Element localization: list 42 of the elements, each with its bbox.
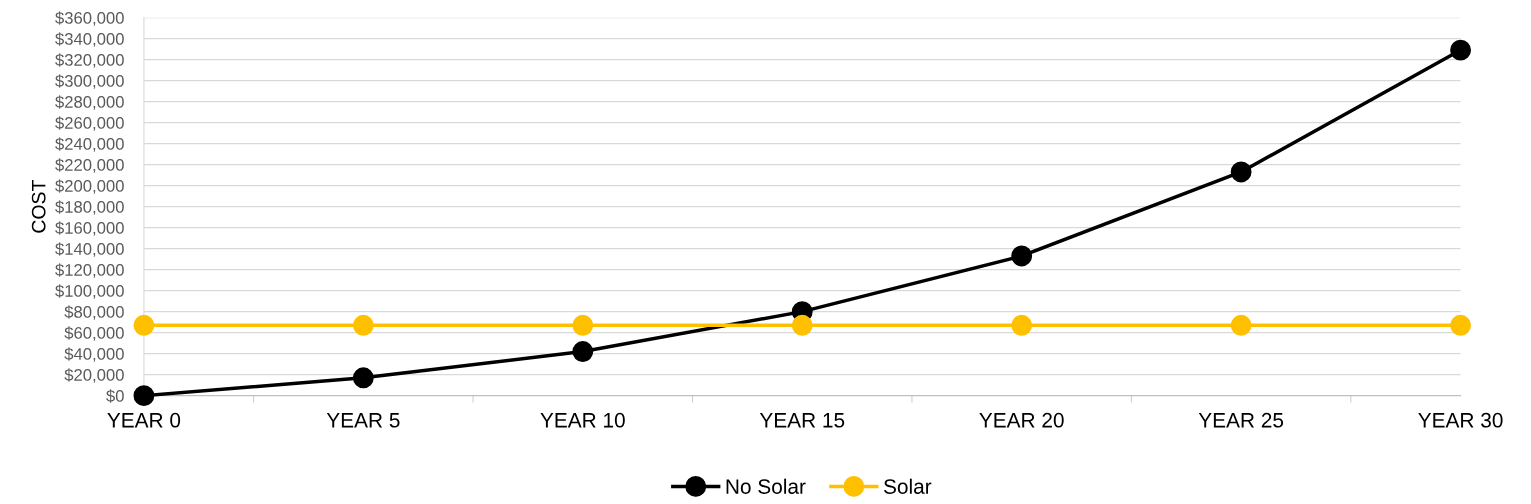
y-tick-label: $360,000 <box>55 11 124 26</box>
y-tick-label: $40,000 <box>64 347 124 362</box>
y-tick-label: $300,000 <box>55 74 124 89</box>
y-tick-label: $20,000 <box>64 368 124 383</box>
y-axis-title: COST <box>31 180 46 233</box>
x-tick-label: YEAR 0 <box>107 412 181 428</box>
y-tick-label: $220,000 <box>55 158 124 173</box>
x-tick-label: YEAR 30 <box>1418 412 1503 428</box>
x-tick-label: YEAR 20 <box>979 412 1064 428</box>
y-tick-label: $260,000 <box>55 116 124 131</box>
x-tick-label: YEAR 10 <box>540 412 625 428</box>
y-tick-label: $340,000 <box>55 32 124 47</box>
y-tick-label: $200,000 <box>55 179 124 194</box>
y-tick-label: $60,000 <box>64 326 124 341</box>
point <box>352 367 374 389</box>
point <box>572 341 594 362</box>
point <box>352 314 374 336</box>
y-tick-label: $140,000 <box>55 242 124 257</box>
point <box>1230 314 1252 336</box>
y-tick-label: $0 <box>106 389 124 403</box>
legend-label: No Solar <box>726 478 806 494</box>
y-tick-label: $320,000 <box>55 53 124 68</box>
point <box>791 314 813 336</box>
x-tick-label: YEAR 25 <box>1198 412 1284 428</box>
point <box>1450 39 1471 61</box>
point <box>1011 314 1033 336</box>
y-tick-label: $100,000 <box>55 284 124 299</box>
point <box>133 385 155 407</box>
y-tick-label: $80,000 <box>64 305 124 320</box>
x-tick-label: YEAR 5 <box>326 413 400 428</box>
y-tick-label: $180,000 <box>55 200 124 215</box>
y-tick-label: $160,000 <box>55 221 124 236</box>
point <box>1450 314 1471 336</box>
point <box>133 314 155 336</box>
y-tick-label: $240,000 <box>55 137 124 152</box>
legend-label: Solar <box>883 478 932 494</box>
y-tick-label: $280,000 <box>55 95 124 110</box>
point <box>1011 245 1033 267</box>
point <box>572 314 594 336</box>
y-tick-label: $120,000 <box>55 263 124 278</box>
point <box>1230 161 1252 183</box>
x-tick-label: YEAR 15 <box>759 413 845 428</box>
